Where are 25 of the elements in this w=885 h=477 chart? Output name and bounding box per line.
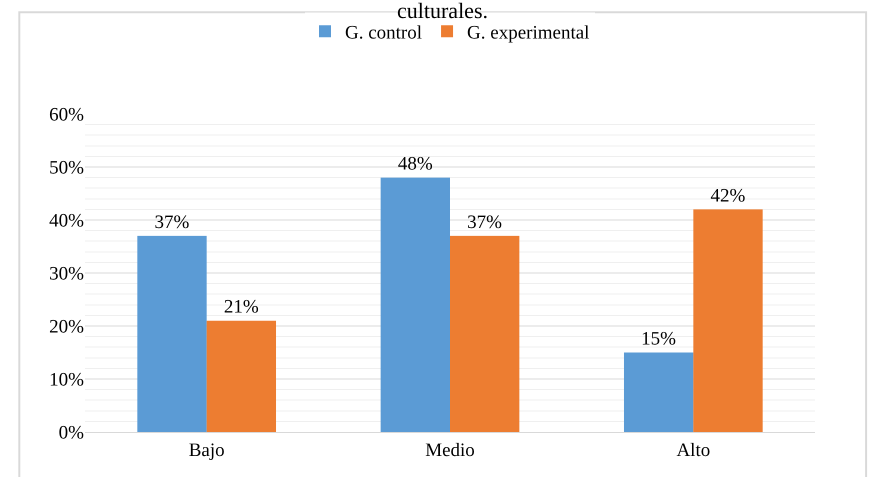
y-tick-label: 60% bbox=[49, 104, 84, 126]
bar bbox=[450, 236, 520, 432]
x-tick-label: Bajo bbox=[188, 440, 225, 461]
legend-label: G. control bbox=[345, 22, 422, 44]
y-tick-label: 30% bbox=[49, 264, 84, 285]
bar bbox=[206, 320, 276, 432]
y-tick-label: 0% bbox=[58, 422, 84, 444]
chart-title: culturales. bbox=[396, 0, 488, 23]
legend-label: G. experimental bbox=[467, 22, 590, 44]
y-tick-label: 50% bbox=[49, 158, 84, 179]
y-tick-label: 10% bbox=[49, 370, 84, 391]
bar bbox=[693, 209, 763, 432]
y-tick-label: 20% bbox=[49, 316, 84, 338]
data-label: 15% bbox=[641, 328, 676, 350]
y-tick-label: 40% bbox=[49, 210, 84, 232]
data-label: 48% bbox=[398, 154, 433, 175]
bar bbox=[137, 236, 207, 432]
bar bbox=[624, 352, 694, 432]
data-label: 21% bbox=[224, 296, 259, 318]
data-label: 42% bbox=[710, 185, 746, 206]
bar bbox=[380, 178, 450, 432]
x-tick-label: Alto bbox=[676, 440, 710, 461]
data-label: 37% bbox=[154, 212, 190, 233]
data-label: 37% bbox=[467, 212, 502, 233]
x-tick-label: Medio bbox=[425, 440, 475, 461]
